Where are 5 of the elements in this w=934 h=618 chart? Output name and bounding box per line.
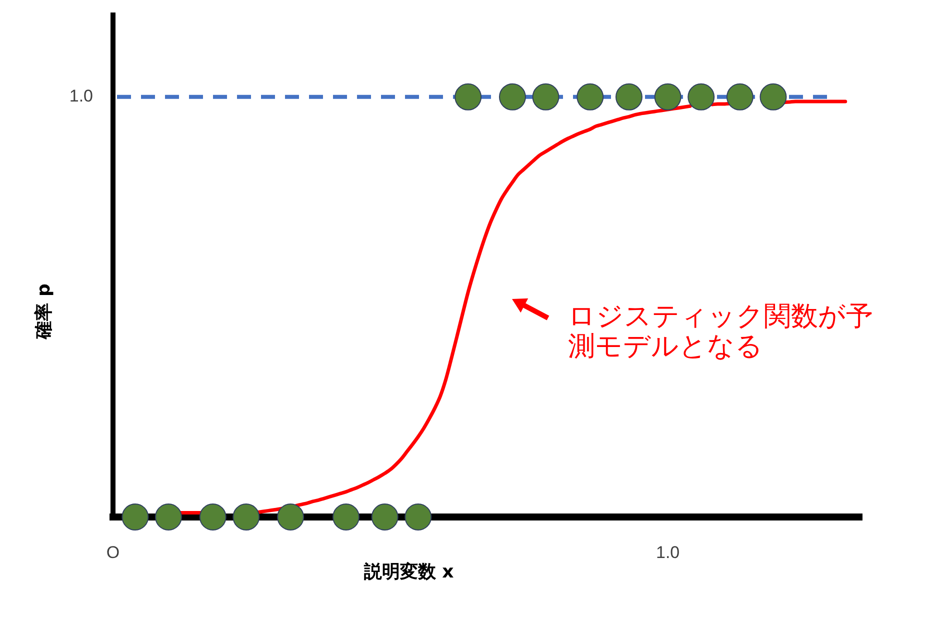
- annotation: ロジスティック関数が予測モデルとなる: [568, 301, 874, 362]
- x-tick-label: O: [106, 542, 120, 562]
- ref-line-label: 1.0: [69, 86, 93, 106]
- x-axis-title: 説明変数 x: [362, 562, 454, 583]
- y-axis-title: 確率 p: [34, 283, 55, 340]
